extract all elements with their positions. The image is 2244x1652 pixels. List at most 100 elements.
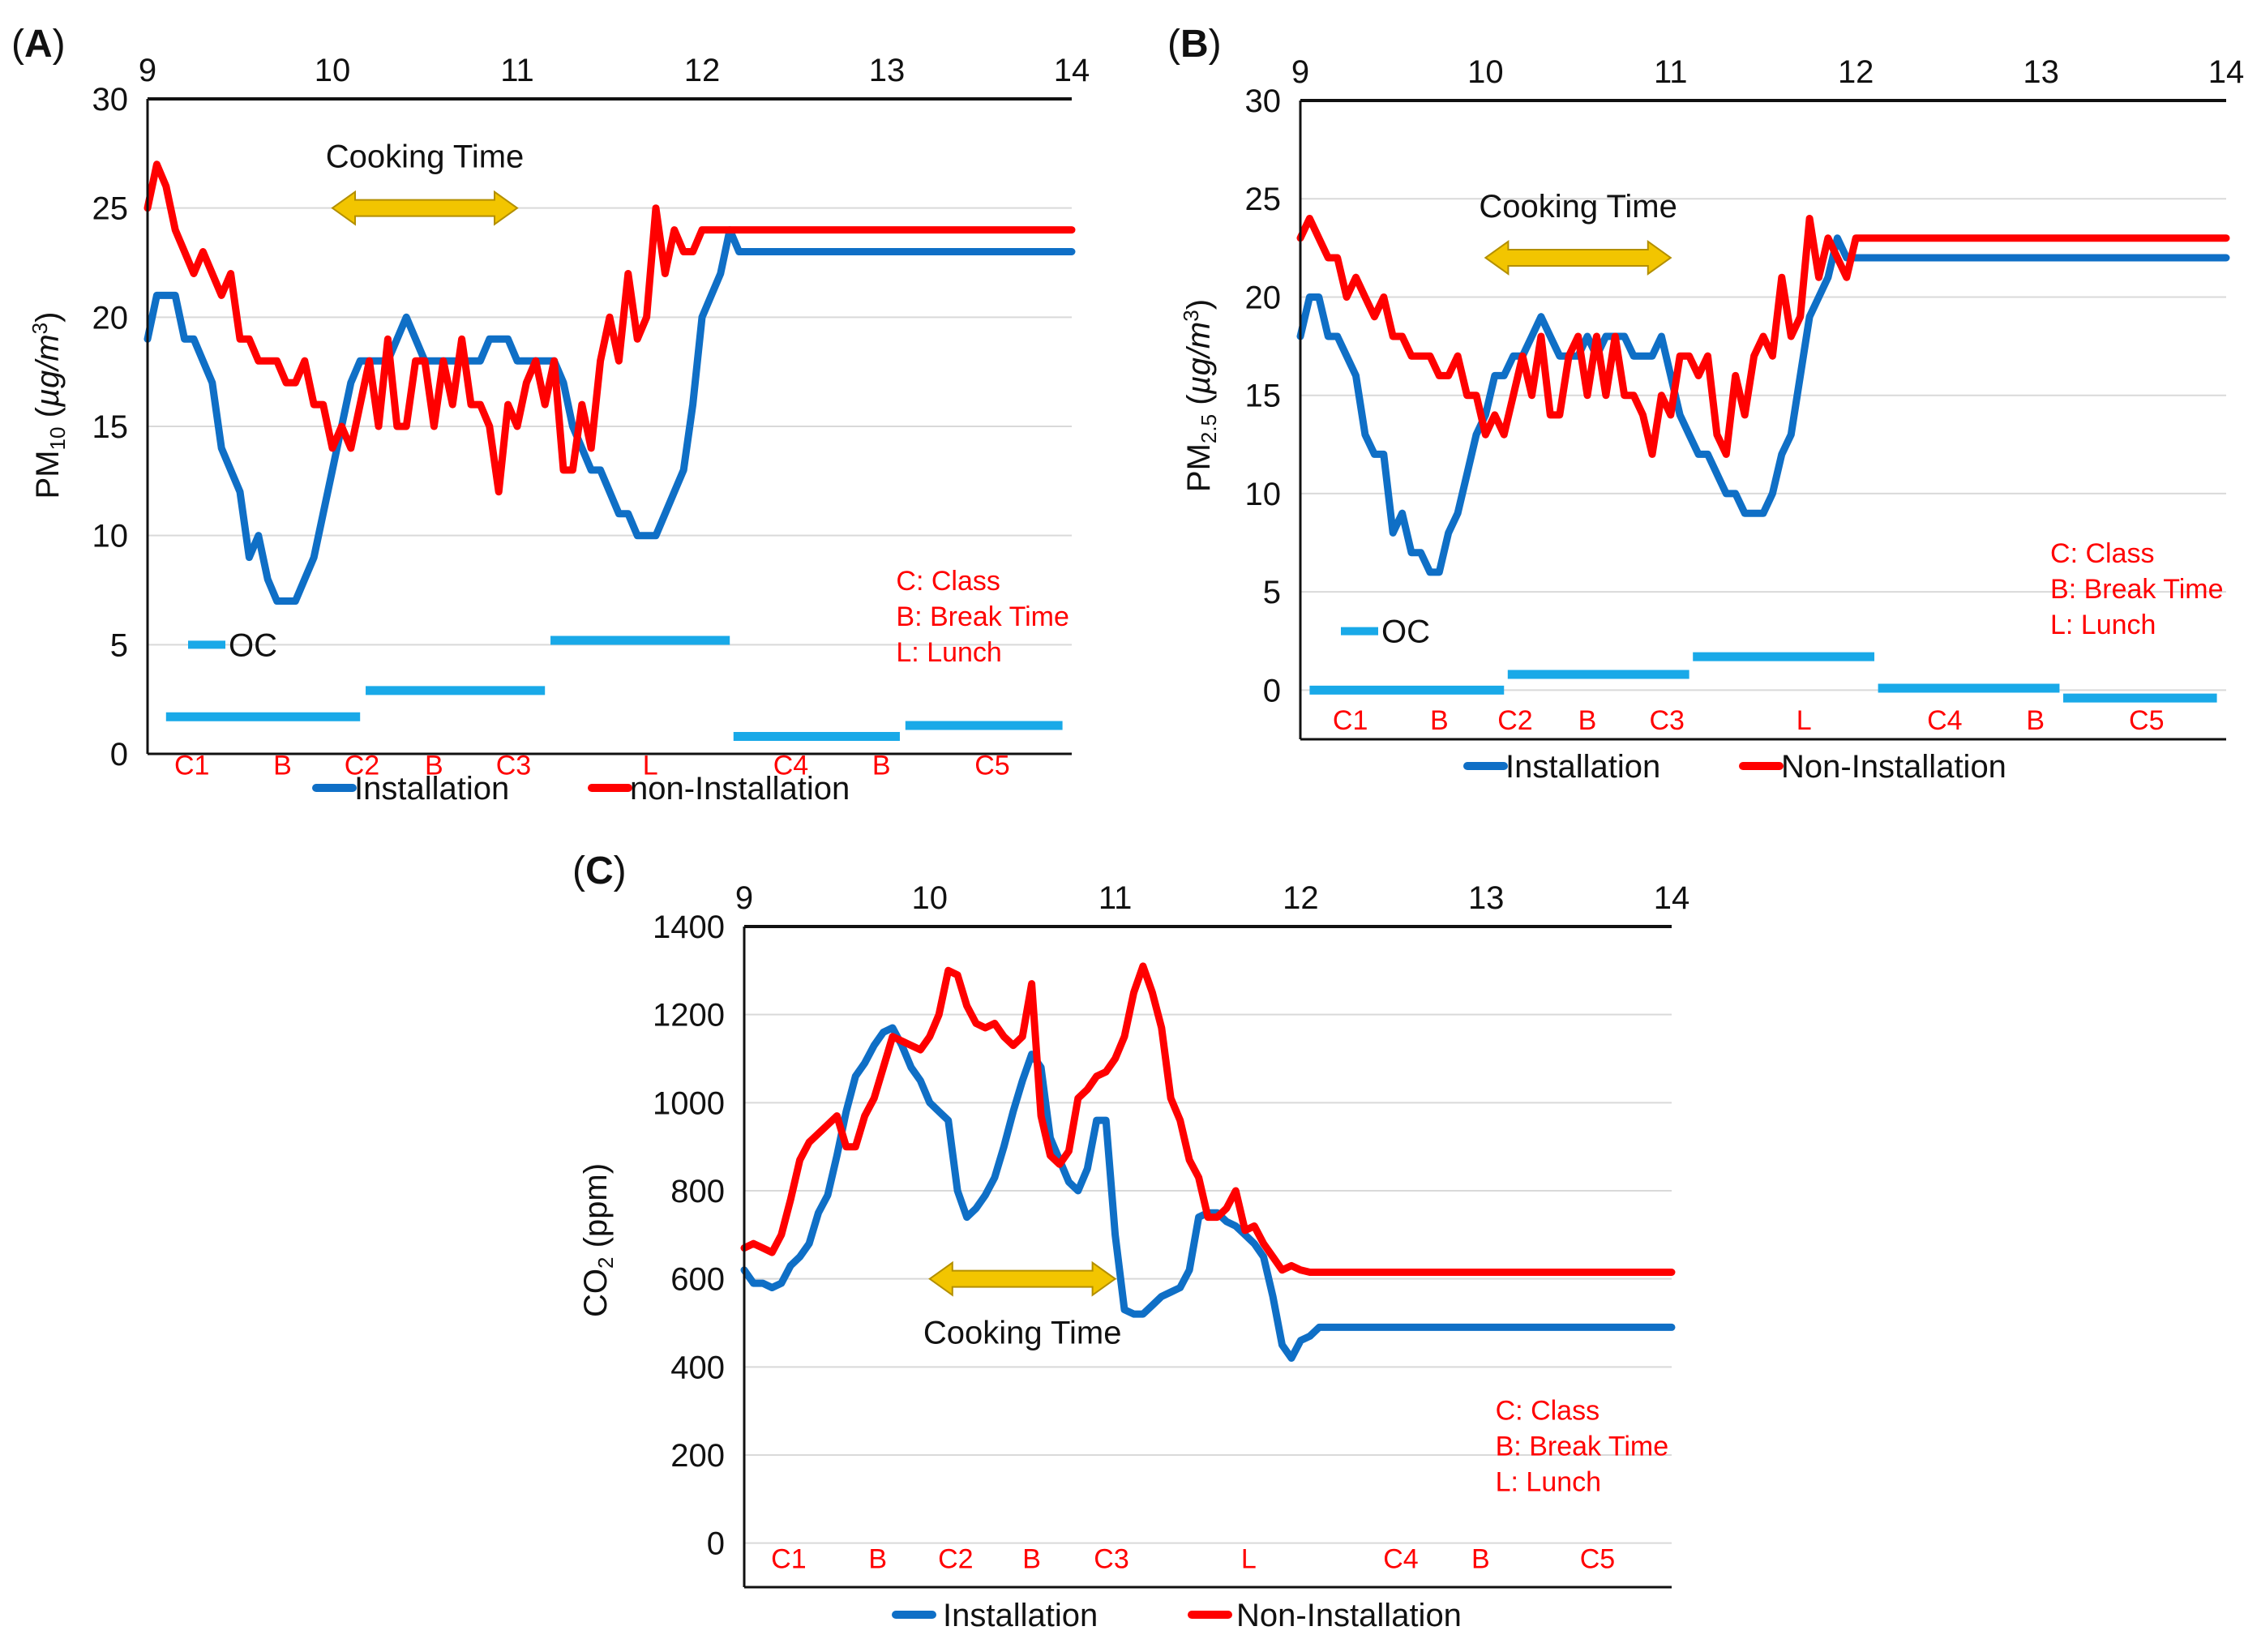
panel-a-gridlines (148, 207, 1072, 755)
y-tick-label: 15 (1245, 379, 1282, 414)
period-label: C5 (1580, 1544, 1615, 1575)
period-label: C1 (174, 750, 209, 781)
cooking-time-arrow (928, 1260, 1117, 1297)
panel-a-note-break: B: Break Time (896, 601, 1069, 632)
x-tick-label: 9 (1291, 54, 1309, 90)
panel-c-series (740, 962, 1676, 1362)
y-tick-label: 5 (1263, 575, 1281, 610)
panel-b-notes: C: Class B: Break Time L: Lunch (2050, 538, 2224, 640)
panel-b-cooking-time-label: Cooking Time (1479, 189, 1677, 225)
panel-a-cooking-time-label: Cooking Time (326, 139, 525, 175)
y-tick-label: 0 (1263, 673, 1281, 708)
panel-b-cooking-time: Cooking Time (1479, 189, 1677, 276)
period-label: C3 (496, 750, 531, 781)
y-tick-label: 30 (92, 82, 129, 118)
period-label: C5 (974, 750, 1009, 781)
period-label: B (1430, 705, 1449, 736)
period-label: C2 (345, 750, 379, 781)
period-label: B (872, 750, 891, 781)
period-label: B (273, 750, 292, 781)
panel-a-note-class: C: Class (896, 566, 1000, 597)
y-tick-label: 200 (670, 1438, 725, 1474)
y-tick-label: 25 (92, 191, 129, 227)
panel-c-y-ticks: 0 200 400 600 800 1000 1200 1400 (653, 909, 725, 1562)
y-tick-label: 30 (1245, 83, 1282, 119)
panel-c-period-labels: C1 B C2 B C3 L C4 B C5 (771, 1544, 1615, 1575)
period-label: B (868, 1544, 887, 1575)
panel-b-legend: Installation Non-Installation (1463, 749, 2006, 785)
panel-b-note-lunch: L: Lunch (2050, 610, 2156, 640)
panel-c-legend: Installation Non-Installation (892, 1598, 1462, 1633)
y-tick-label: 15 (92, 409, 129, 445)
x-tick-label: 11 (500, 53, 534, 88)
cooking-time-arrow (1484, 240, 1672, 276)
panel-b: (B) 9 10 11 12 13 14 0 5 10 15 20 25 30 Cooking Tim… (1167, 23, 2244, 785)
panel-a-note-lunch: L: Lunch (896, 637, 1001, 668)
panel-c-x-ticks: 9 10 11 12 13 14 (735, 880, 1689, 916)
panel-a-x-ticks: 9 10 11 12 13 14 (139, 53, 1090, 88)
period-label: B (425, 750, 443, 781)
panel-c-cooking-time: Cooking Time (923, 1260, 1122, 1351)
period-label: L (1241, 1544, 1257, 1575)
y-tick-label: 0 (707, 1526, 725, 1562)
panel-b-oc-legend-label: OC (1381, 614, 1430, 650)
panel-c-note-class: C: Class (1496, 1396, 1599, 1427)
period-label: B (1022, 1544, 1041, 1575)
legend-installation-label: Installation (1505, 749, 1660, 785)
y-tick-label: 20 (1245, 280, 1282, 315)
legend-non-installation-label: non-Installation (630, 771, 850, 807)
legend-installation-label: Installation (354, 771, 509, 807)
x-tick-label: 9 (139, 53, 156, 88)
y-tick-label: 5 (110, 627, 128, 663)
x-tick-label: 10 (912, 880, 949, 916)
legend-non-installation-label: Non-Installation (1236, 1598, 1462, 1633)
y-tick-label: 1000 (653, 1085, 725, 1121)
panel-a-series (143, 160, 1076, 605)
panel-a-label: (A) (11, 23, 66, 66)
panel-b-series (1296, 215, 2230, 576)
period-label: C4 (1927, 705, 1962, 736)
period-label: C4 (1383, 1544, 1418, 1575)
panel-a-y-ticks: 0 5 10 15 20 25 30 (92, 82, 129, 773)
x-tick-label: 10 (315, 53, 351, 88)
period-label: C5 (2129, 705, 2164, 736)
y-tick-label: 600 (670, 1262, 725, 1298)
period-label: C2 (938, 1544, 973, 1575)
panel-a-legend: Installation non-Installation (312, 771, 850, 807)
period-label: B (1578, 705, 1597, 736)
x-tick-label: 14 (2208, 54, 2244, 90)
x-tick-label: 12 (684, 53, 721, 88)
installation-line (1296, 234, 2230, 576)
period-label: C3 (1649, 705, 1684, 736)
non-installation-line (1296, 215, 2230, 458)
x-tick-label: 12 (1283, 880, 1319, 916)
x-tick-label: 14 (1054, 53, 1090, 88)
panel-a-cooking-time: Cooking Time (326, 139, 525, 226)
x-tick-label: 12 (1838, 54, 1874, 90)
panel-a-period-labels: C1 B C2 B C3 L C4 B C5 (174, 750, 1010, 781)
x-tick-label: 11 (1654, 54, 1688, 90)
panel-a-notes: C: Class B: Break Time L: Lunch (896, 566, 1069, 668)
y-tick-label: 1200 (653, 998, 725, 1034)
legend-non-installation-label: Non-Installation (1781, 749, 2006, 785)
panel-c-cooking-time-label: Cooking Time (923, 1316, 1122, 1351)
x-tick-label: 9 (735, 880, 753, 916)
period-label: L (1796, 705, 1812, 736)
installation-line (143, 226, 1076, 605)
panel-c-label: (C) (572, 850, 627, 892)
y-tick-label: 10 (1245, 477, 1282, 512)
y-tick-label: 0 (110, 737, 128, 773)
panel-b-y-axis-label: PM2.5 (µg/m3) (1179, 299, 1221, 492)
panel-c-y-axis-label: CO2 (ppm) (578, 1163, 618, 1317)
panel-b-oc-legend: OC (1341, 614, 1430, 650)
panel-a-oc-bars (165, 636, 1063, 741)
period-label: C1 (771, 1544, 806, 1575)
y-tick-label: 800 (670, 1174, 725, 1209)
period-label: C2 (1497, 705, 1532, 736)
y-tick-label: 20 (92, 300, 129, 336)
y-tick-label: 1400 (653, 909, 725, 945)
panel-b-note-break: B: Break Time (2050, 574, 2224, 605)
y-tick-label: 25 (1245, 182, 1282, 217)
panel-a-oc-legend-label: OC (229, 627, 277, 663)
panel-c-note-break: B: Break Time (1496, 1432, 1669, 1462)
